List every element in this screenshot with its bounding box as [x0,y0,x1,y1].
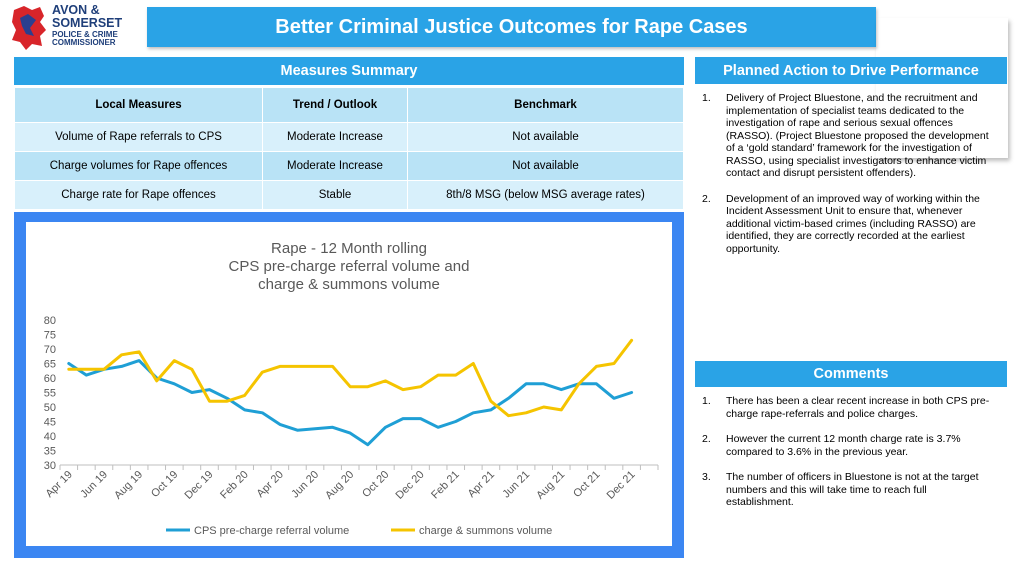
item-text: There has been a clear recent increase i… [726,395,990,420]
measures-summary-heading: Measures Summary [14,57,684,85]
y-tick-label: 55 [44,388,56,400]
y-tick-label: 75 [44,330,56,342]
y-tick-label: 80 [44,315,56,327]
series-line [67,338,634,418]
table-cell: Charge rate for Rape offences [14,180,263,210]
table-row: Charge volumes for Rape offences Moderat… [14,151,684,181]
table-cell: Stable [262,180,408,210]
x-tick-label: Jun 20 [289,469,321,501]
x-tick-label: Dec 20 [394,469,427,502]
x-tick-label: Oct 21 [571,469,602,500]
column-header: Local Measures [14,87,263,123]
comments-list: 1. There has been a clear recent increas… [696,395,994,522]
table-cell: Volume of Rape referrals to CPS [14,122,263,152]
item-number: 2. [702,192,711,205]
series-line [67,359,634,447]
list-item: 1. There has been a clear recent increas… [696,395,994,420]
logo-line2: SOMERSET [52,15,123,30]
legend-label: CPS pre-charge referral volume [194,525,349,537]
y-tick-label: 40 [44,431,56,443]
list-item: 2. Development of an improved way of wor… [696,193,994,256]
x-tick-label: Jun 19 [78,469,110,501]
x-tick-label: Oct 20 [360,469,391,500]
item-text: Development of an improved way of workin… [726,192,980,255]
x-tick-label: Jun 21 [500,469,532,501]
x-tick-label: Dec 21 [605,469,638,502]
y-tick-label: 70 [44,344,56,356]
page-title: Better Criminal Justice Outcomes for Rap… [147,7,876,47]
x-tick-label: Apr 19 [44,469,75,500]
table-header-row: Local Measures Trend / Outlook Benchmark [14,87,684,123]
legend-label: charge & summons volume [419,525,552,537]
y-tick-label: 45 [44,417,56,429]
logo-line3: POLICE & CRIME [52,30,118,39]
chart-title-line: CPS pre-charge referral volume and [229,258,470,275]
item-number: 2. [702,433,711,445]
chart-frame: Rape - 12 Month rolling CPS pre-charge re… [14,212,684,558]
x-tick-label: Feb 21 [429,469,462,502]
table-cell: Moderate Increase [262,151,408,181]
logo-text: AVON & SOMERSET POLICE & CRIME COMMISSIO… [52,4,122,47]
measures-table: Local Measures Trend / Outlook Benchmark… [14,87,684,210]
y-tick-label: 60 [44,373,56,385]
comments-heading: Comments [695,361,1007,387]
list-item: 1. Delivery of Project Bluestone, and th… [696,92,994,180]
crest-icon [10,4,48,52]
table-row: Volume of Rape referrals to CPS Moderate… [14,122,684,152]
planned-action-heading: Planned Action to Drive Performance [695,57,1007,84]
table-cell: Not available [407,122,684,152]
table-cell: Charge volumes for Rape offences [14,151,263,181]
table-cell: Moderate Increase [262,122,408,152]
x-tick-label: Apr 21 [466,469,497,500]
table-cell: Not available [407,151,684,181]
list-item: 2. However the current 12 month charge r… [696,433,994,458]
item-text: Delivery of Project Bluestone, and the r… [726,92,989,179]
list-item: 3. The number of officers in Bluestone i… [696,471,994,509]
x-tick-label: Dec 19 [182,469,215,502]
x-tick-label: Aug 19 [112,469,145,502]
x-tick-label: Aug 21 [534,469,567,502]
logo-line4: COMMISSIONER [52,38,116,47]
chart-title-line: Rape - 12 Month rolling [271,240,427,257]
chart-panel: Rape - 12 Month rolling CPS pre-charge re… [26,222,672,546]
item-text: However the current 12 month charge rate… [726,433,961,458]
x-tick-label: Feb 20 [218,469,251,502]
item-number: 3. [702,471,711,483]
x-tick-label: Oct 19 [149,469,180,500]
y-tick-label: 30 [44,460,56,472]
pcc-logo: AVON & SOMERSET POLICE & CRIME COMMISSIO… [10,4,140,52]
item-number: 1. [702,395,711,407]
table-cell: 8th/8 MSG (below MSG average rates) [407,180,684,210]
table-row: Charge rate for Rape offences Stable 8th… [14,180,684,210]
y-tick-label: 35 [44,446,56,458]
chart-title-line: charge & summons volume [258,276,440,293]
y-tick-label: 65 [44,359,56,371]
logo-line1: AVON & [52,3,100,17]
column-header: Benchmark [407,87,684,123]
planned-action-list: 1. Delivery of Project Bluestone, and th… [696,92,994,268]
y-tick-label: 50 [44,402,56,414]
column-header: Trend / Outlook [262,87,408,123]
item-text: The number of officers in Bluestone is n… [726,471,979,508]
x-tick-label: Apr 20 [255,469,286,500]
x-tick-label: Aug 20 [323,469,356,502]
item-number: 1. [702,92,711,104]
